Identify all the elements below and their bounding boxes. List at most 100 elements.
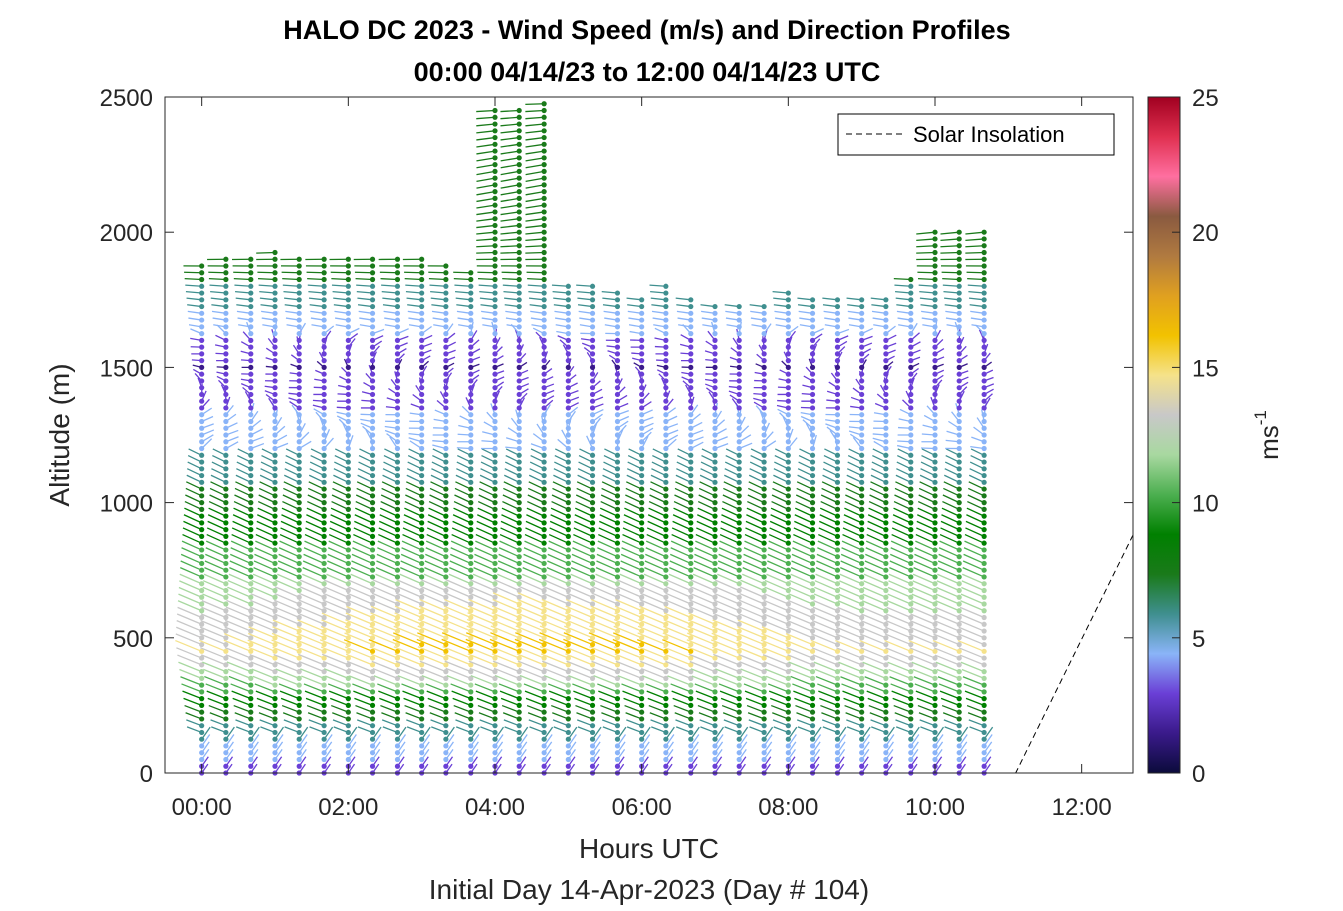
wind-barb-dot [908,594,914,600]
wind-barb-shaft [259,719,276,727]
wind-barb-shaft [748,487,765,497]
wind-barb-shaft [274,592,300,605]
wind-barb-dot [809,486,816,492]
wind-barb-dot [516,567,522,573]
wind-barb-shaft [443,653,472,666]
wind-barb-dot [248,520,254,526]
wind-barb-dot [296,696,302,702]
wind-barb-shaft [591,592,618,605]
wind-barb-shaft [259,481,276,490]
wind-barb-dot [761,533,767,540]
wind-barb-dot [956,533,962,540]
wind-barb-shaft [911,600,936,612]
wind-barb-dot [492,297,498,303]
wind-barb-dot [589,554,596,560]
wind-barb-dot [712,648,718,654]
wind-barb-dot [614,439,621,445]
wind-barb-dot [932,249,938,256]
wind-barb-dot [419,614,425,621]
wind-barb-dot [516,297,522,303]
wind-barb-dot [639,675,645,681]
wind-barb-dot [883,385,889,391]
wind-barb-dot [785,702,791,709]
wind-barb-dot [565,452,571,458]
wind-barb-dot [859,641,865,648]
wind-barb-dot [296,371,302,377]
wind-barb-shaft [696,697,716,707]
wind-barb-shaft [350,566,373,578]
wind-barb-shaft [935,600,960,612]
wind-barb-shaft [395,599,422,612]
wind-barb-dot [321,364,327,370]
wind-barb-dot [785,331,791,337]
wind-barb-dot [859,763,865,769]
wind-barb-shaft [772,719,789,727]
wind-barb-dot [785,466,791,472]
wind-barb-dot [272,412,278,418]
wind-barb-dot [492,290,498,296]
wind-barb-shaft [838,661,862,673]
wind-barb-shaft [347,579,373,592]
wind-barb-shaft [176,626,202,639]
wind-barb-dot [859,297,865,303]
wind-barb-shaft [649,487,667,497]
wind-barb-dot [712,378,718,384]
wind-barb-dot [712,358,718,364]
wind-barb-dot [296,641,302,648]
wind-barb-shaft [671,533,692,544]
wind-barb-shaft [442,625,472,639]
wind-barb-shaft [868,500,887,510]
wind-barb-dot [223,500,229,506]
wind-barb-shaft [308,481,325,490]
wind-barb-dot [908,364,914,370]
wind-barb-dot [516,337,522,343]
wind-barb-dot [883,682,889,688]
wind-barb-shaft [525,697,545,707]
wind-barb-dot [736,486,742,492]
wind-barb-shaft [866,527,887,537]
wind-barb-dot [859,344,865,350]
wind-barb-shaft [894,487,912,497]
wind-barb-dot [932,567,938,573]
wind-barb-dot [736,391,742,398]
wind-barb-shaft [670,540,692,551]
wind-barb-shaft [283,487,300,497]
wind-barb-shaft [917,500,936,510]
wind-barb-dot [809,459,816,465]
wind-barb-dot [492,554,498,560]
wind-barb-dot [419,479,425,485]
wind-barb-dot [321,385,327,391]
wind-barb-shaft [451,690,472,700]
wind-barb-shaft [271,639,300,652]
wind-barb-shaft [601,481,618,490]
wind-barb-dot [565,675,571,681]
wind-barb-dot [394,303,401,310]
wind-barb-dot [443,662,449,668]
wind-barb-shaft [892,697,912,707]
wind-barb-dot [639,486,645,492]
wind-barb-shaft [895,290,911,294]
wind-barb-dot [516,540,522,546]
wind-barb-shaft [527,277,545,281]
wind-barb-dot [419,263,425,269]
wind-barb-dot [541,763,547,769]
wind-barb-dot [516,675,522,681]
wind-barb-dot [908,486,914,492]
wind-barb-shaft [491,653,520,666]
wind-barb-dot [663,682,669,688]
wind-barb-dot [663,669,669,675]
wind-barb-shaft [723,719,740,727]
wind-barb-dot [541,750,547,756]
wind-barb-dot [468,290,474,296]
wind-barb-dot [565,358,571,364]
wind-barb-dot [394,371,401,377]
wind-barb-dot [296,283,302,289]
wind-barb-shaft [598,533,618,544]
wind-barb-shaft [693,566,716,578]
wind-barb-shaft [958,647,985,659]
wind-barb-dot [834,479,841,485]
wind-barb-dot [809,432,816,438]
wind-barb-dot [369,702,376,709]
wind-barb-dot [345,608,351,614]
wind-barb-dot [639,513,645,519]
